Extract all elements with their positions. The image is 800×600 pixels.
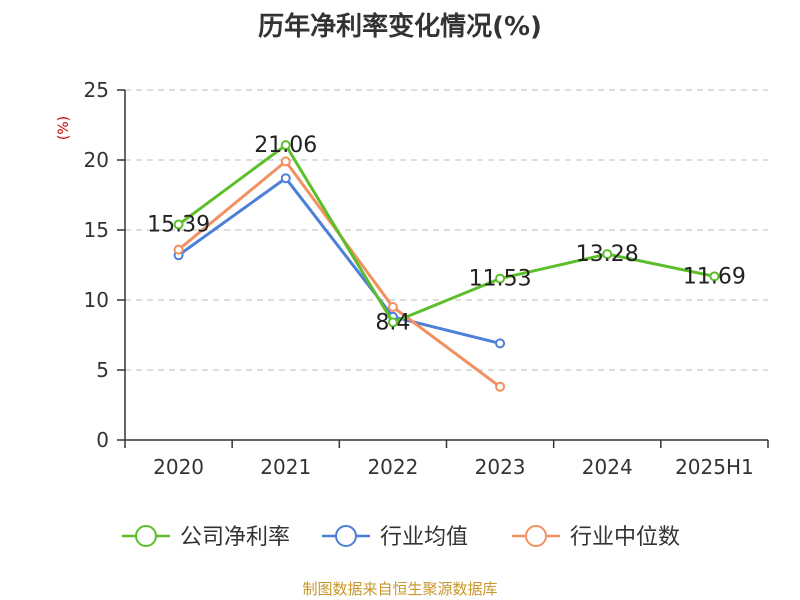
data-point bbox=[173, 244, 184, 255]
legend-marker bbox=[135, 525, 157, 547]
data-point bbox=[495, 381, 506, 392]
y-tick-label: 10 bbox=[84, 288, 109, 312]
legend-label: 行业均值 bbox=[380, 525, 468, 550]
data-label: 15.39 bbox=[147, 213, 210, 238]
series-line bbox=[177, 176, 501, 345]
data-label: 11.53 bbox=[469, 267, 532, 292]
axes: 0 5 10 15 20 25 (%) 2020 2021 2022 2023 2024 2025H1 bbox=[56, 78, 769, 479]
data-point bbox=[495, 338, 506, 349]
legend-marker bbox=[335, 525, 357, 547]
y-tick-label: 25 bbox=[84, 78, 109, 102]
x-tick-label: 2020 bbox=[153, 455, 204, 479]
legend: 公司净利率 行业均值 行业中位数 bbox=[122, 525, 680, 550]
data-label: 8.4 bbox=[375, 310, 410, 335]
x-tick-label: 2024 bbox=[582, 455, 633, 479]
y-tick-label: 0 bbox=[96, 428, 109, 452]
y-axis-label: (%) bbox=[56, 116, 72, 140]
series-line bbox=[177, 159, 501, 389]
data-label: 11.69 bbox=[683, 264, 746, 289]
series-layer bbox=[173, 140, 720, 392]
data-point bbox=[280, 173, 291, 184]
y-tick-label: 5 bbox=[96, 358, 109, 382]
x-tick-label: 2023 bbox=[475, 455, 526, 479]
data-point bbox=[280, 140, 291, 151]
x-tick-label: 2022 bbox=[367, 455, 418, 479]
data-label: 13.28 bbox=[576, 242, 639, 267]
x-tick-label: 2021 bbox=[260, 455, 311, 479]
data-point bbox=[602, 249, 613, 260]
source-note: 制图数据来自恒生聚源数据库 bbox=[302, 580, 498, 598]
legend-label: 公司净利率 bbox=[180, 525, 290, 550]
series-line bbox=[177, 143, 715, 324]
legend-label: 行业中位数 bbox=[570, 525, 680, 550]
legend-marker bbox=[525, 525, 547, 547]
chart-title: 历年净利率变化情况(%) bbox=[258, 12, 542, 42]
data-point bbox=[495, 273, 506, 284]
y-tick-label: 15 bbox=[84, 218, 109, 242]
data-point bbox=[280, 156, 291, 167]
data-labels: 15.39 21.06 8.4 11.53 13.28 11.69 bbox=[147, 133, 746, 335]
data-point bbox=[709, 271, 720, 282]
data-label: 21.06 bbox=[254, 133, 317, 158]
data-point bbox=[173, 219, 184, 230]
y-tick-label: 20 bbox=[84, 148, 109, 172]
data-point bbox=[387, 302, 398, 312]
data-point bbox=[387, 317, 398, 328]
gridlines bbox=[125, 89, 768, 371]
x-tick-label: 2025H1 bbox=[675, 455, 754, 479]
